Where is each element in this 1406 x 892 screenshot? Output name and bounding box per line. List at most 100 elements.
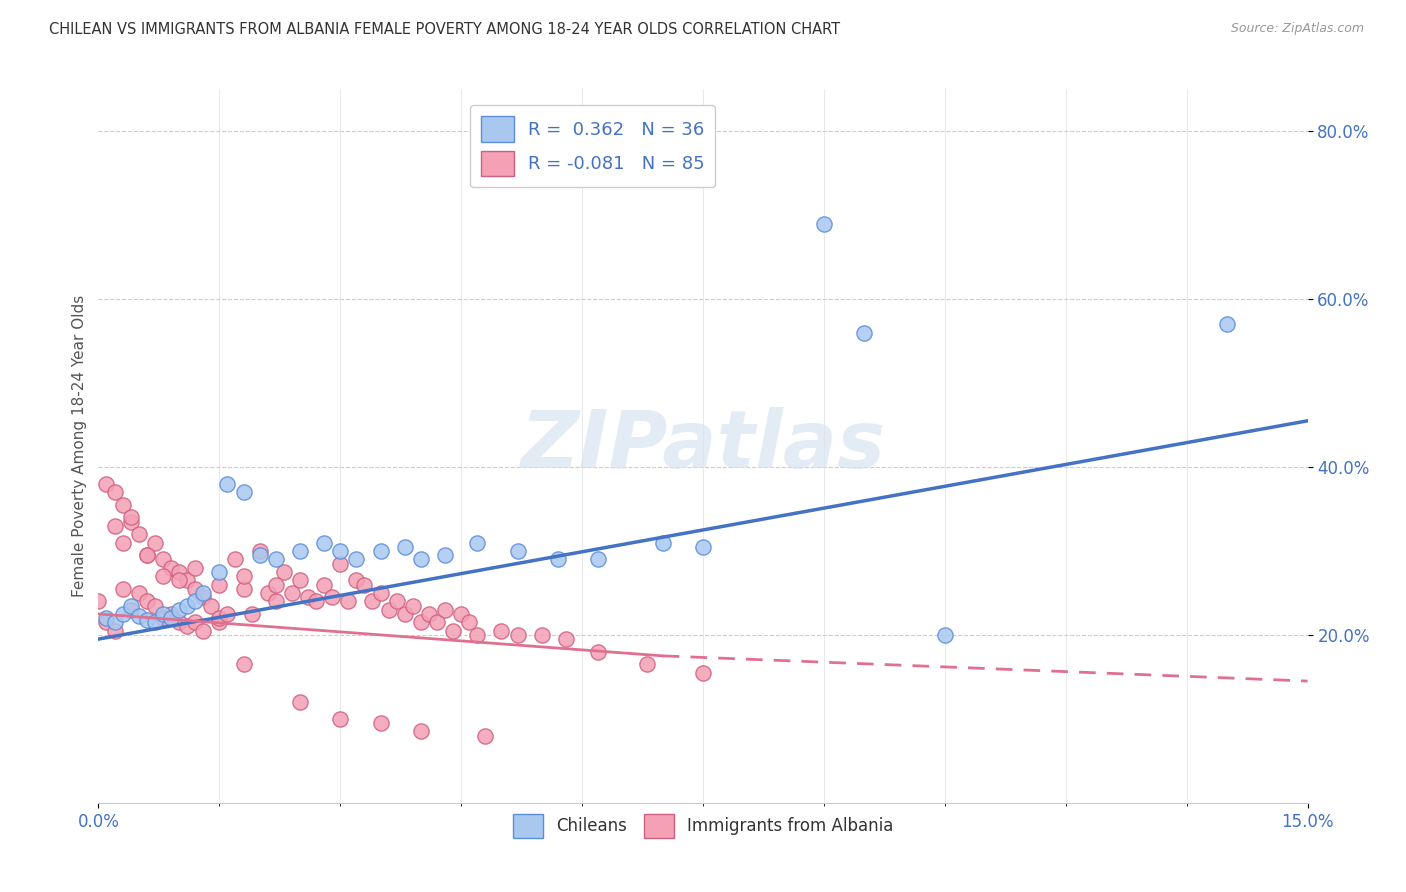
Point bbox=[297, 590, 319, 604]
Point bbox=[208, 615, 231, 630]
Point bbox=[281, 586, 304, 600]
Point bbox=[167, 574, 190, 588]
Point bbox=[249, 548, 271, 562]
Point bbox=[692, 665, 714, 680]
Point bbox=[273, 565, 295, 579]
Point bbox=[111, 498, 134, 512]
Point bbox=[651, 535, 673, 549]
Point bbox=[120, 515, 142, 529]
Point bbox=[353, 577, 375, 591]
Point bbox=[418, 607, 440, 621]
Point bbox=[184, 582, 207, 596]
Point bbox=[465, 535, 488, 549]
Point bbox=[314, 535, 336, 549]
Point bbox=[1216, 318, 1239, 332]
Point bbox=[344, 574, 367, 588]
Point bbox=[103, 615, 125, 630]
Point bbox=[128, 527, 150, 541]
Point bbox=[176, 619, 198, 633]
Point bbox=[111, 535, 134, 549]
Point bbox=[160, 611, 183, 625]
Point bbox=[555, 632, 578, 646]
Point bbox=[167, 615, 190, 630]
Point bbox=[135, 548, 157, 562]
Point bbox=[264, 594, 287, 608]
Text: ZIPatlas: ZIPatlas bbox=[520, 407, 886, 485]
Point bbox=[370, 716, 392, 731]
Point bbox=[111, 582, 134, 596]
Point bbox=[344, 552, 367, 566]
Point bbox=[232, 657, 254, 672]
Point bbox=[506, 628, 529, 642]
Point bbox=[160, 560, 183, 574]
Point bbox=[305, 594, 328, 608]
Point bbox=[288, 544, 311, 558]
Point bbox=[143, 535, 166, 549]
Point bbox=[934, 628, 956, 642]
Point bbox=[143, 599, 166, 613]
Point bbox=[361, 594, 384, 608]
Point bbox=[160, 607, 183, 621]
Point bbox=[111, 607, 134, 621]
Point bbox=[506, 544, 529, 558]
Point bbox=[193, 624, 215, 638]
Point bbox=[586, 552, 609, 566]
Point bbox=[385, 594, 408, 608]
Point bbox=[394, 607, 416, 621]
Point bbox=[135, 613, 157, 627]
Point bbox=[87, 594, 110, 608]
Point bbox=[176, 599, 198, 613]
Point bbox=[135, 548, 157, 562]
Legend: Chileans, Immigrants from Albania: Chileans, Immigrants from Albania bbox=[506, 807, 900, 845]
Point bbox=[465, 628, 488, 642]
Point bbox=[370, 586, 392, 600]
Text: Source: ZipAtlas.com: Source: ZipAtlas.com bbox=[1230, 22, 1364, 36]
Point bbox=[193, 590, 215, 604]
Point bbox=[409, 552, 432, 566]
Point bbox=[409, 724, 432, 739]
Point bbox=[321, 590, 343, 604]
Point bbox=[167, 603, 190, 617]
Point bbox=[288, 574, 311, 588]
Point bbox=[232, 582, 254, 596]
Point bbox=[120, 599, 142, 613]
Point bbox=[329, 544, 352, 558]
Point bbox=[176, 574, 198, 588]
Point bbox=[152, 611, 174, 625]
Point bbox=[394, 540, 416, 554]
Point bbox=[184, 560, 207, 574]
Point bbox=[193, 586, 215, 600]
Point bbox=[692, 540, 714, 554]
Point bbox=[135, 594, 157, 608]
Point bbox=[103, 485, 125, 500]
Point bbox=[256, 586, 278, 600]
Point bbox=[217, 476, 239, 491]
Point bbox=[184, 615, 207, 630]
Point bbox=[120, 510, 142, 524]
Point bbox=[208, 611, 231, 625]
Point bbox=[152, 552, 174, 566]
Point bbox=[167, 565, 190, 579]
Point bbox=[128, 586, 150, 600]
Point bbox=[441, 624, 464, 638]
Point bbox=[288, 695, 311, 709]
Point bbox=[474, 729, 496, 743]
Point bbox=[240, 607, 263, 621]
Point bbox=[329, 712, 352, 726]
Point bbox=[224, 552, 246, 566]
Point bbox=[143, 615, 166, 630]
Point bbox=[103, 518, 125, 533]
Point bbox=[377, 603, 399, 617]
Y-axis label: Female Poverty Among 18-24 Year Olds: Female Poverty Among 18-24 Year Olds bbox=[72, 295, 87, 597]
Point bbox=[152, 607, 174, 621]
Point bbox=[96, 611, 118, 625]
Point bbox=[426, 615, 449, 630]
Point bbox=[120, 603, 142, 617]
Point bbox=[636, 657, 658, 672]
Point bbox=[208, 577, 231, 591]
Point bbox=[337, 594, 360, 608]
Point bbox=[264, 577, 287, 591]
Point bbox=[232, 569, 254, 583]
Point bbox=[813, 217, 835, 231]
Point bbox=[450, 607, 472, 621]
